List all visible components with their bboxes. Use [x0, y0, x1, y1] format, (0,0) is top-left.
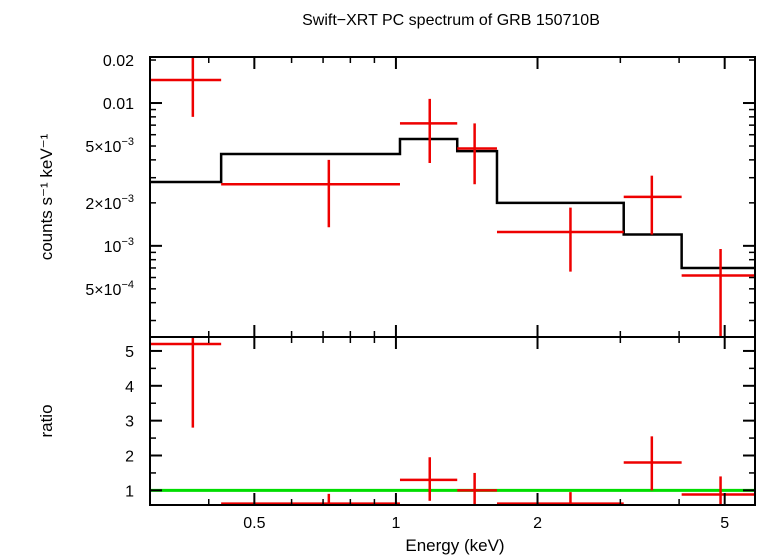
y-tick-label: 1: [125, 483, 134, 500]
ratio-y-tick-labels: 1 2 3 4 5: [125, 344, 134, 500]
spectrum-y-tick-labels: 5×10−4 10−3 2×10−3 5×10−3 0.01 0.02: [85, 53, 134, 299]
data-point: [457, 123, 497, 185]
y-tick-label: 5×10−4: [85, 279, 134, 299]
model-step-path: [150, 137, 755, 270]
y-tick-label: 3: [125, 414, 134, 431]
y-tick-label: 2×10−3: [85, 193, 134, 213]
x-tick-labels: 0.5 1 2 5: [243, 515, 729, 532]
data-point: [399, 98, 458, 164]
data-point: [150, 337, 222, 428]
ratio-y-axis-label: ratio: [37, 404, 56, 437]
x-tick-label: 1: [391, 515, 400, 532]
data-point: [681, 476, 755, 505]
y-tick-label: 10−3: [104, 236, 134, 256]
y-tick-label: 2: [125, 449, 134, 466]
chart-title: Swift−XRT PC spectrum of GRB 150710B: [302, 12, 600, 29]
ratio-panel: [149, 336, 756, 506]
data-points: [150, 57, 755, 337]
ratio-plot-frame: [149, 336, 756, 506]
ratio-points: [150, 337, 755, 505]
data-point: [457, 472, 497, 505]
data-point: [496, 207, 624, 272]
x-tick-label: 5: [720, 515, 729, 532]
data-point: [150, 57, 222, 117]
x-axis-label: Energy (keV): [405, 536, 504, 555]
data-point: [496, 492, 624, 505]
data-point: [681, 249, 755, 337]
spectrum-panel: [149, 56, 756, 338]
x-tick-label: 0.5: [243, 515, 265, 532]
y-tick-label: 0.01: [103, 96, 134, 113]
data-point: [399, 457, 458, 501]
y-tick-label: 0.02: [103, 53, 134, 70]
data-point: [221, 493, 400, 505]
y-tick-label: 5×10−3: [85, 136, 134, 156]
data-point: [623, 175, 682, 235]
y-tick-label: 4: [125, 379, 134, 396]
spectrum-y-axis-label: counts s⁻¹ keV⁻¹: [37, 133, 56, 260]
model-step-line: [150, 137, 755, 270]
data-point: [623, 436, 682, 491]
data-point: [221, 159, 400, 228]
x-tick-label: 2: [533, 515, 542, 532]
y-tick-label: 5: [125, 344, 134, 361]
